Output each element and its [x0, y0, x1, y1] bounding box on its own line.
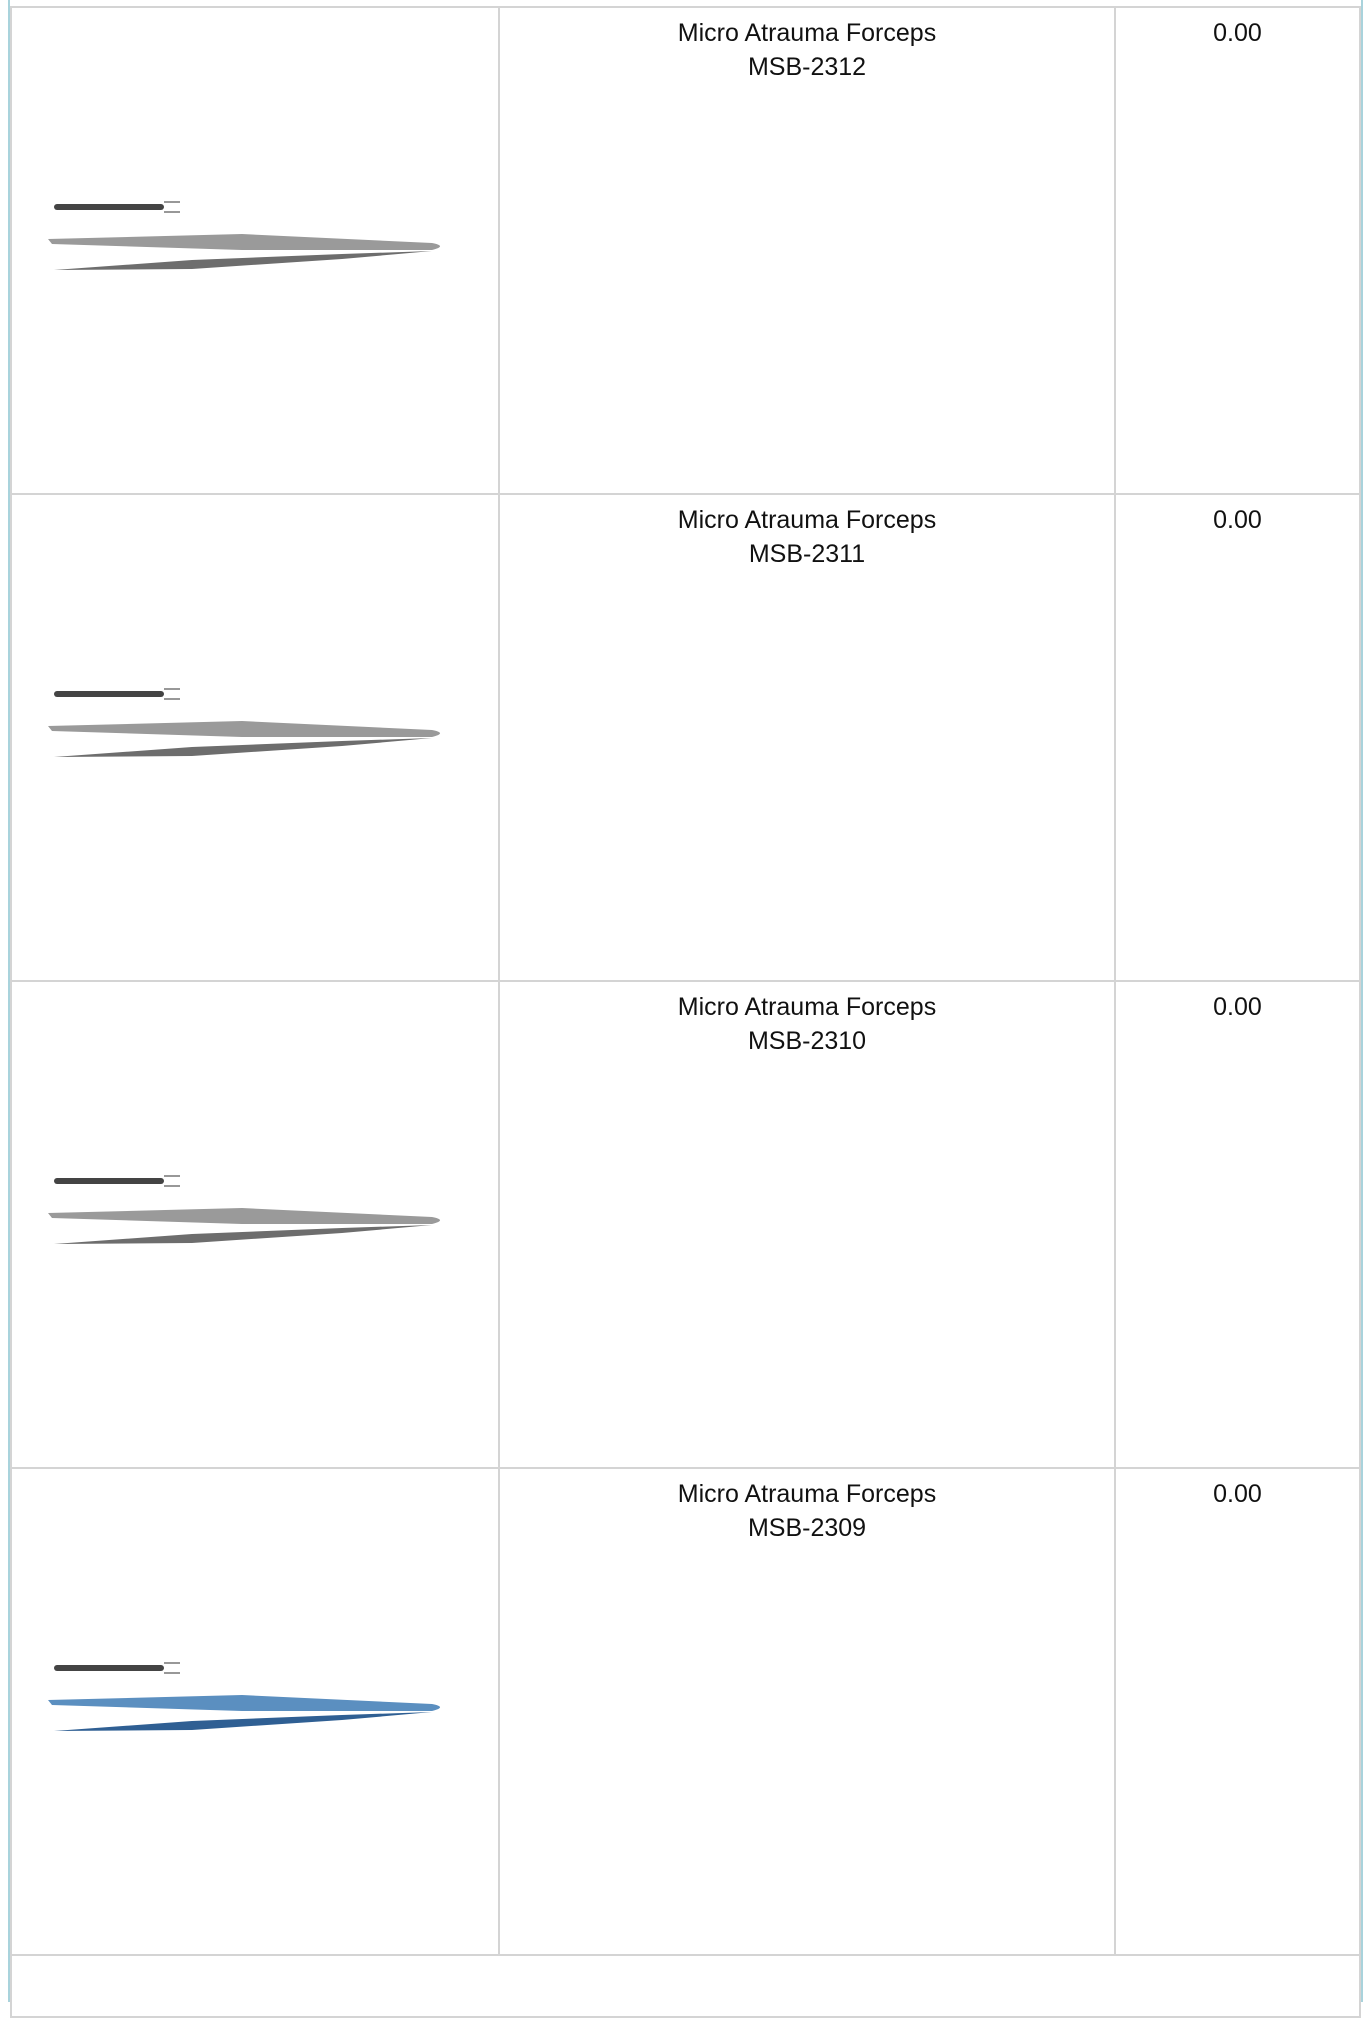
product-code: MSB-2312	[747, 53, 867, 81]
forceps-lower	[54, 738, 432, 757]
scale-bar	[54, 1665, 164, 1671]
product-name: Micro Atrauma Forceps	[677, 993, 937, 1021]
product-price: 0.00	[1213, 1480, 1262, 1508]
price-cell: 0.00	[1114, 1467, 1361, 1956]
price-cell: 0.00	[1114, 980, 1361, 1469]
product-price: 0.00	[1213, 993, 1262, 1021]
price-cell: 0.00	[1114, 493, 1361, 982]
product-row: Micro Atrauma Forceps MSB-2310 0.00	[10, 980, 1361, 1469]
scale-bar	[54, 691, 164, 697]
image-cell	[10, 1467, 500, 1956]
product-code: MSB-2310	[747, 1027, 867, 1055]
image-cell	[10, 493, 500, 982]
product-row: Micro Atrauma Forceps MSB-2309 0.00	[10, 1467, 1361, 1956]
forceps-upper	[48, 1208, 440, 1224]
product-name: Micro Atrauma Forceps	[677, 1480, 937, 1508]
product-table: Micro Atrauma Forceps MSB-2312 0.00 Micro A…	[10, 6, 1361, 2018]
product-row: Micro Atrauma Forceps MSB-2311 0.00	[10, 493, 1361, 982]
page-frame	[8, 0, 1363, 2002]
image-cell	[10, 980, 500, 1469]
product-name: Micro Atrauma Forceps	[677, 19, 937, 47]
product-image	[48, 1662, 440, 1731]
description-cell: Micro Atrauma Forceps MSB-2309	[498, 1467, 1116, 1956]
description-cell: Micro Atrauma Forceps MSB-2310	[498, 980, 1116, 1469]
product-code: MSB-2311	[748, 540, 866, 568]
forceps-lower	[54, 251, 432, 270]
scale-bar	[54, 204, 164, 210]
empty-cell	[10, 1954, 1361, 2018]
product-price: 0.00	[1213, 506, 1262, 534]
product-name: Micro Atrauma Forceps	[677, 506, 937, 534]
description-cell: Micro Atrauma Forceps MSB-2312	[498, 6, 1116, 495]
product-code: MSB-2309	[747, 1514, 867, 1542]
scale-bar	[54, 1178, 164, 1184]
scale-tip	[164, 1662, 180, 1674]
product-image	[48, 1175, 440, 1244]
forceps-lower	[54, 1225, 432, 1244]
forceps-upper	[48, 721, 440, 737]
forceps-upper	[48, 1695, 440, 1711]
forceps-lower	[54, 1712, 432, 1731]
product-image	[48, 201, 440, 270]
product-price: 0.00	[1213, 19, 1262, 47]
empty-row	[10, 1954, 1361, 2018]
scale-tip	[164, 201, 180, 213]
product-image	[48, 688, 440, 757]
price-cell: 0.00	[1114, 6, 1361, 495]
product-row: Micro Atrauma Forceps MSB-2312 0.00	[10, 6, 1361, 495]
scale-tip	[164, 1175, 180, 1187]
description-cell: Micro Atrauma Forceps MSB-2311	[498, 493, 1116, 982]
forceps-upper	[48, 234, 440, 250]
image-cell	[10, 6, 500, 495]
scale-tip	[164, 688, 180, 700]
